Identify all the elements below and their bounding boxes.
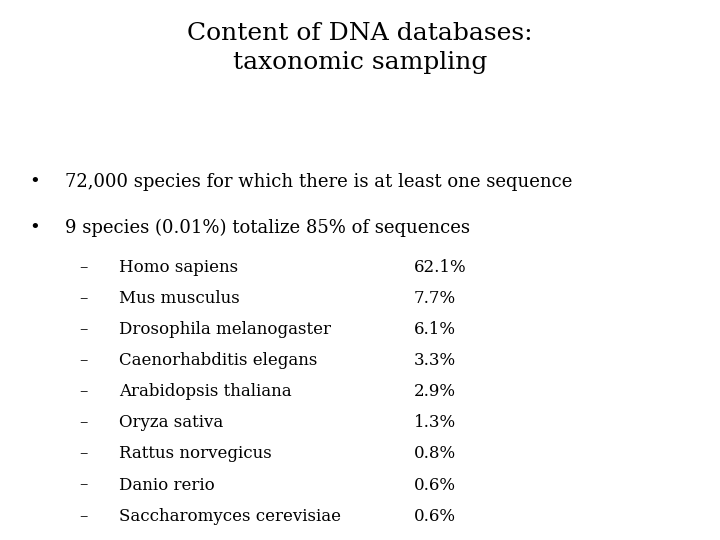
Text: 3.3%: 3.3% xyxy=(414,352,456,369)
Text: –: – xyxy=(79,508,88,524)
Text: Content of DNA databases:
taxonomic sampling: Content of DNA databases: taxonomic samp… xyxy=(187,22,533,74)
Text: 72,000 species for which there is at least one sequence: 72,000 species for which there is at lea… xyxy=(65,173,572,191)
Text: Oryza sativa: Oryza sativa xyxy=(119,415,223,431)
Text: 7.7%: 7.7% xyxy=(414,291,456,307)
Text: 0.8%: 0.8% xyxy=(414,446,456,462)
Text: Caenorhabditis elegans: Caenorhabditis elegans xyxy=(119,352,318,369)
Text: –: – xyxy=(79,446,88,462)
Text: Rattus norvegicus: Rattus norvegicus xyxy=(119,446,271,462)
Text: –: – xyxy=(79,321,88,338)
Text: 9 species (0.01%) totalize 85% of sequences: 9 species (0.01%) totalize 85% of sequen… xyxy=(65,219,470,237)
Text: Danio rerio: Danio rerio xyxy=(119,477,215,494)
Text: 6.1%: 6.1% xyxy=(414,321,456,338)
Text: Mus musculus: Mus musculus xyxy=(119,291,240,307)
Text: –: – xyxy=(79,259,88,276)
Text: Drosophila melanogaster: Drosophila melanogaster xyxy=(119,321,330,338)
Text: 1.3%: 1.3% xyxy=(414,415,456,431)
Text: –: – xyxy=(79,352,88,369)
Text: Homo sapiens: Homo sapiens xyxy=(119,259,238,276)
Text: 0.6%: 0.6% xyxy=(414,477,456,494)
Text: Arabidopsis thaliana: Arabidopsis thaliana xyxy=(119,383,292,400)
Text: –: – xyxy=(79,291,88,307)
Text: 2.9%: 2.9% xyxy=(414,383,456,400)
Text: –: – xyxy=(79,477,88,494)
Text: 0.6%: 0.6% xyxy=(414,508,456,524)
Text: 62.1%: 62.1% xyxy=(414,259,467,276)
Text: –: – xyxy=(79,415,88,431)
Text: –: – xyxy=(79,383,88,400)
Text: •: • xyxy=(29,219,40,237)
Text: •: • xyxy=(29,173,40,191)
Text: Saccharomyces cerevisiae: Saccharomyces cerevisiae xyxy=(119,508,341,524)
